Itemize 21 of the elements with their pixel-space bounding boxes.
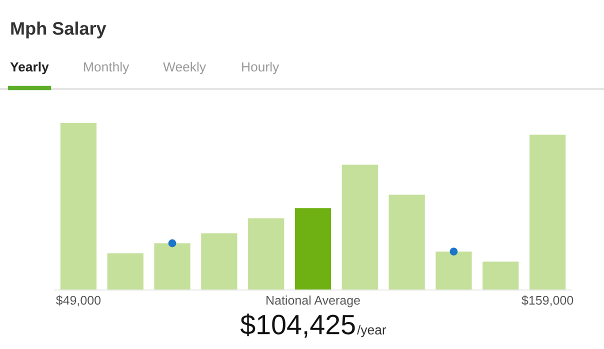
bar (107, 253, 144, 290)
bar (388, 194, 425, 290)
bar (529, 134, 566, 290)
text: Yearly (10, 62, 49, 74)
bar (482, 262, 519, 290)
chart-title: Mph Salary (11, 22, 106, 38)
text: Monthly (84, 62, 130, 74)
text: /year (357, 324, 386, 338)
bar (294, 208, 332, 290)
bar (201, 233, 238, 290)
bar (60, 123, 97, 290)
bar (342, 164, 378, 290)
text: Weekly (163, 62, 206, 74)
x-tick-label: $159,000 (522, 295, 574, 306)
x-tick-label: National Average (266, 296, 360, 308)
bar (248, 218, 284, 290)
bar (436, 252, 472, 290)
x-tick-label: $49,000 (56, 295, 101, 306)
text: Hourly (242, 62, 280, 74)
bar (154, 243, 190, 290)
text: $104,425 (240, 314, 355, 338)
